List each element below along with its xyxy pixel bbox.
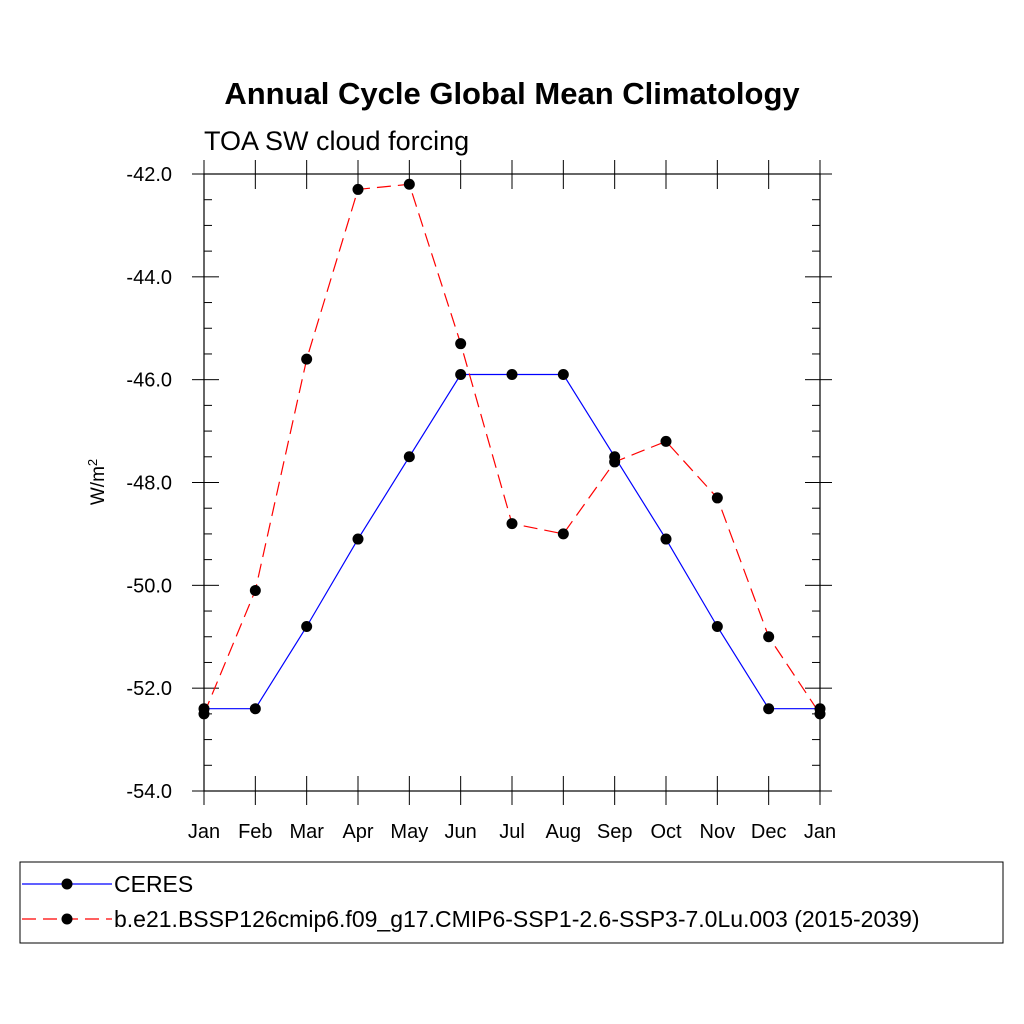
y-tick-label: -42.0 — [126, 164, 172, 186]
series-1-point — [198, 708, 210, 720]
series-0-point — [557, 369, 569, 381]
x-tick-label: Nov — [700, 821, 736, 843]
y-axis-ticks: -42.0 -44.0 -46.0 -48.0 -50.0 -52.0 -54.0 — [126, 164, 832, 803]
x-tick-label: Jan — [188, 821, 220, 843]
series-0-point — [352, 533, 364, 545]
series-1-point — [301, 353, 313, 365]
x-tick-label: Jul — [499, 821, 525, 843]
legend-box — [19, 861, 1004, 944]
legend: CERES b.e21.BSSP126cmip6.f09_g17.CMIP6-SS… — [22, 871, 920, 932]
series-0-point — [301, 620, 313, 632]
legend-label-0: CERES — [114, 871, 193, 897]
y-tick-label: -54.0 — [126, 781, 172, 803]
x-tick-label: Jan — [804, 821, 836, 843]
series-layer — [198, 178, 826, 720]
y-tick-label: -52.0 — [126, 678, 172, 700]
chart-title: Annual Cycle Global Mean Climatology — [224, 76, 800, 111]
series-line-1 — [203, 183, 821, 715]
legend-marker-0 — [61, 878, 73, 890]
x-tick-label: Jun — [445, 821, 477, 843]
series-1-point — [403, 178, 415, 190]
x-tick-label: Dec — [751, 821, 787, 843]
series-1-point — [455, 338, 467, 350]
x-tick-label: Sep — [597, 821, 633, 843]
x-tick-label: Apr — [342, 821, 373, 843]
y-tick-label: -50.0 — [126, 575, 172, 597]
y-axis-label: W/m2 — [85, 459, 109, 505]
series-1-point — [249, 584, 261, 596]
x-tick-label: Mar — [289, 821, 324, 843]
series-0-point — [763, 703, 775, 715]
series-1-point — [557, 528, 569, 540]
series-0-point — [660, 533, 672, 545]
legend-label-1: b.e21.BSSP126cmip6.f09_g17.CMIP6-SSP1-2.… — [114, 906, 920, 932]
series-1-point — [660, 435, 672, 447]
series-0-point — [506, 369, 518, 381]
x-tick-label: Aug — [546, 821, 582, 843]
series-0-point — [403, 451, 415, 463]
series-1-point — [609, 456, 621, 468]
x-tick-label: Feb — [238, 821, 272, 843]
plot-frame — [203, 173, 821, 792]
x-tick-label: May — [390, 821, 428, 843]
y-tick-label: -46.0 — [126, 370, 172, 392]
legend-marker-1 — [61, 913, 73, 925]
series-1-point — [506, 518, 518, 530]
series-line-0 — [204, 373, 820, 710]
series-1-point — [814, 708, 826, 720]
series-1-point — [352, 183, 364, 195]
x-axis-ticks: Jan Feb Mar Apr May Jun Jul Aug Sep Oct Nov Dec Jan — [188, 160, 836, 843]
x-tick-label: Oct — [650, 821, 682, 843]
y-axis-label-superscript: 2 — [85, 459, 100, 466]
series-0-point — [711, 620, 723, 632]
series-1-point — [711, 492, 723, 504]
series-0-point — [249, 703, 261, 715]
y-tick-label: -44.0 — [126, 267, 172, 289]
chart-subtitle: TOA SW cloud forcing — [204, 126, 469, 156]
y-tick-label: -48.0 — [126, 473, 172, 495]
series-1-point — [763, 631, 775, 643]
series-0-point — [455, 369, 467, 381]
